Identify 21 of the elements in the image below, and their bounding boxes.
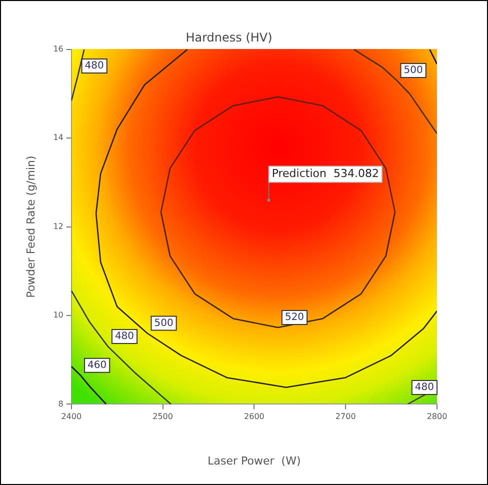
annotation: Prediction 534.082 (272, 167, 379, 180)
y-tick-label: 14 (53, 133, 64, 142)
x-tick-label: 2400 (61, 412, 82, 422)
y-tick-label: 12 (53, 222, 64, 231)
y-tick-label: 8 (58, 399, 64, 408)
x-tick-label: 2500 (152, 412, 173, 422)
x-tick-label: 2800 (426, 412, 448, 422)
x-tick-label: 2600 (244, 412, 264, 422)
series-label: 480 (114, 331, 134, 342)
y-tick-label: 10 (53, 310, 64, 320)
x-tick-label: 2700 (335, 412, 356, 422)
series-label: 500 (154, 318, 174, 329)
chart-title: Hardness (HV) (186, 30, 272, 44)
y-tick-label: 16 (53, 44, 64, 54)
series-label: 500 (404, 65, 423, 76)
series-label: 520 (284, 312, 304, 324)
series-label: 480 (84, 60, 104, 72)
y-axis-title: Powder Feed Rate (g/min) (24, 156, 38, 298)
series-label: 460 (88, 360, 107, 371)
x-axis-title: Laser Power (W) (208, 454, 301, 468)
series-label: 480 (414, 382, 434, 394)
